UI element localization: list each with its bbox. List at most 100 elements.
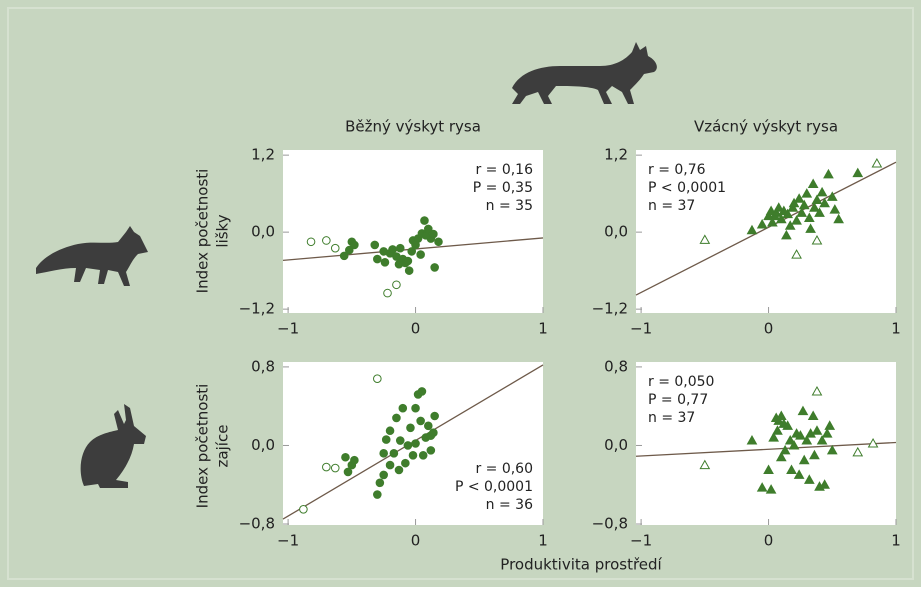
point: [852, 446, 864, 457]
point: [793, 193, 805, 203]
point: [829, 204, 841, 214]
point: [791, 249, 802, 259]
point: [341, 452, 350, 462]
point: [423, 421, 433, 431]
x-tick-label: −1: [630, 532, 652, 550]
point: [746, 435, 758, 445]
point: [801, 188, 813, 198]
point: [404, 266, 414, 275]
point: [809, 202, 820, 212]
annotation: P < 0,0001: [648, 180, 726, 196]
point: [322, 236, 331, 245]
annotation: P = 0,77: [648, 392, 708, 408]
point: [807, 178, 819, 189]
point: [821, 428, 833, 438]
annotation: r = 0,76: [648, 162, 706, 178]
y-tick-label: −0,8: [239, 515, 275, 533]
column-title: Běžný výskyt rysa: [345, 118, 481, 136]
x-tick-label: 0: [764, 320, 774, 338]
point: [781, 229, 792, 240]
point: [373, 374, 382, 383]
annotation: P = 0,35: [473, 180, 533, 196]
point: [796, 207, 808, 217]
x-tick-label: 0: [411, 532, 421, 550]
point: [765, 484, 777, 494]
point: [824, 420, 836, 430]
point: [343, 467, 353, 477]
point: [411, 439, 420, 448]
point: [816, 186, 828, 197]
plot-area: [283, 150, 543, 313]
point: [772, 425, 783, 435]
annotation: n = 36: [486, 497, 533, 513]
point: [398, 403, 408, 413]
point: [373, 490, 382, 499]
point: [418, 450, 428, 460]
point: [756, 482, 768, 492]
annotation: r = 0,050: [648, 374, 714, 390]
point: [350, 455, 359, 465]
point: [811, 194, 823, 205]
point: [379, 470, 388, 480]
row-label: zajíce: [214, 425, 232, 468]
point: [401, 458, 410, 468]
x-tick-label: −1: [277, 532, 299, 550]
point: [299, 504, 308, 514]
point: [322, 462, 331, 472]
point: [383, 288, 392, 298]
point: [389, 449, 399, 458]
point: [803, 474, 815, 484]
point: [803, 212, 815, 223]
point: [429, 229, 438, 239]
point: [782, 208, 794, 219]
point: [429, 428, 438, 437]
y-tick-label: 0,0: [251, 223, 275, 241]
annotation: n = 35: [486, 198, 533, 214]
point: [779, 444, 791, 455]
point: [434, 237, 443, 247]
trend-line: [635, 161, 897, 296]
point: [805, 223, 816, 233]
point: [786, 464, 797, 475]
x-tick-label: −1: [277, 320, 299, 338]
point: [746, 224, 758, 235]
point: [798, 199, 810, 210]
point: [381, 435, 391, 444]
point: [811, 234, 823, 245]
point: [330, 243, 340, 253]
point: [775, 213, 787, 224]
point: [811, 425, 823, 435]
point: [833, 213, 845, 224]
point: [426, 446, 436, 455]
annotation: n = 37: [648, 198, 695, 214]
point: [819, 197, 830, 208]
point: [417, 387, 427, 396]
point: [801, 435, 813, 445]
annotation: r = 0,60: [475, 461, 533, 477]
point: [385, 426, 395, 436]
point: [871, 157, 883, 168]
point: [763, 210, 774, 221]
point: [770, 207, 782, 217]
y-tick-label: 0,0: [251, 436, 275, 454]
point: [775, 451, 787, 462]
point: [406, 423, 415, 433]
point: [339, 251, 349, 261]
point: [411, 403, 420, 413]
point: [699, 459, 711, 470]
point: [416, 416, 425, 426]
point: [763, 464, 774, 475]
point: [403, 256, 413, 266]
point: [791, 215, 802, 225]
x-tick-label: 1: [891, 320, 901, 338]
y-tick-label: −1,2: [592, 300, 628, 318]
point: [395, 436, 405, 445]
point: [344, 245, 354, 255]
point: [795, 430, 806, 440]
y-tick-label: −1,2: [239, 300, 275, 318]
x-tick-label: 1: [891, 532, 901, 550]
point: [867, 437, 879, 448]
y-tick-label: 0,8: [251, 357, 275, 375]
plot-area: [636, 150, 896, 313]
